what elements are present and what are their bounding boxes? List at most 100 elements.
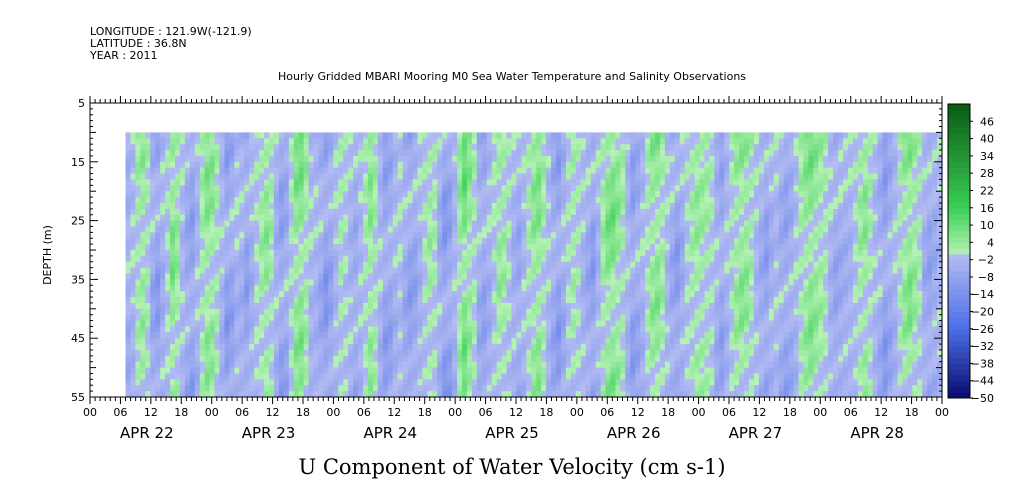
heatmap-cell <box>214 226 221 233</box>
heatmap-cell <box>140 291 146 298</box>
heatmap-cell <box>432 161 438 169</box>
heatmap-cell <box>155 379 161 386</box>
heatmap-cell <box>135 191 141 198</box>
heatmap-cell <box>575 349 582 357</box>
heatmap-cell <box>234 379 240 386</box>
heatmap-cell <box>447 285 453 292</box>
heatmap-cell <box>333 261 339 269</box>
heatmap-cell <box>264 355 270 363</box>
heatmap-cell <box>244 220 250 228</box>
heatmap-cell <box>565 320 572 328</box>
heatmap-cell <box>264 361 270 369</box>
heatmap-cell <box>229 355 235 363</box>
heatmap-cell <box>442 244 448 251</box>
heatmap-cell <box>264 238 270 245</box>
heatmap-cell <box>288 344 295 351</box>
heatmap-cell <box>422 314 428 322</box>
heatmap-cell <box>328 155 334 163</box>
heatmap-cell <box>491 208 498 216</box>
heatmap-cell <box>387 238 394 245</box>
heatmap-cell <box>363 391 369 398</box>
heatmap-cell <box>407 250 414 257</box>
heatmap-cell <box>160 250 166 257</box>
heatmap-cell <box>654 361 661 369</box>
heatmap-cell <box>605 355 612 363</box>
heatmap-cell <box>407 373 414 380</box>
heatmap-cell <box>654 138 661 145</box>
heatmap-cell <box>506 332 513 339</box>
heatmap-cell <box>204 179 211 186</box>
heatmap-cell <box>402 279 409 286</box>
heatmap-cell <box>269 167 275 175</box>
heatmap-cell <box>501 220 508 228</box>
heatmap-cell <box>521 361 527 369</box>
heatmap-cell <box>556 308 562 316</box>
heatmap-cell <box>303 391 310 398</box>
heatmap-cell <box>462 373 468 380</box>
heatmap-cell <box>580 308 587 316</box>
heatmap-cell <box>402 349 409 357</box>
heatmap-cell <box>348 185 354 192</box>
heatmap-cell <box>273 326 280 333</box>
heatmap-cell <box>551 191 557 198</box>
heatmap-cell <box>432 250 438 257</box>
heatmap-cell <box>160 273 166 280</box>
heatmap-cell <box>140 191 146 198</box>
heatmap-cell <box>288 144 295 151</box>
heatmap-cell <box>184 220 191 228</box>
heatmap-cell <box>610 202 616 210</box>
heatmap-cell <box>600 332 607 339</box>
heatmap-cell <box>125 291 132 298</box>
heatmap-cell <box>382 226 389 233</box>
heatmap-cell <box>363 132 369 139</box>
heatmap-cell <box>333 138 339 145</box>
heatmap-cell <box>283 302 290 310</box>
heatmap-cell <box>580 385 587 392</box>
heatmap-cell <box>293 132 300 139</box>
heatmap-cell <box>635 185 641 192</box>
heatmap-cell <box>531 261 537 269</box>
heatmap-cell <box>442 367 448 375</box>
heatmap-cell <box>650 338 656 345</box>
heatmap-cell <box>288 273 295 280</box>
heatmap-cell <box>442 297 448 304</box>
heatmap-cell <box>625 297 631 304</box>
heatmap-cell <box>546 344 552 351</box>
heatmap-cell <box>432 302 438 310</box>
heatmap-cell <box>442 320 448 328</box>
heatmap-cell <box>283 273 290 280</box>
heatmap-cell <box>466 355 473 363</box>
heatmap-cell <box>669 332 676 339</box>
heatmap-cell <box>645 391 651 398</box>
heatmap-cell <box>194 150 201 157</box>
heatmap-cell <box>293 220 300 228</box>
heatmap-cell <box>442 173 448 181</box>
heatmap-cell <box>348 144 354 151</box>
heatmap-cell <box>224 302 231 310</box>
heatmap-cell <box>551 302 557 310</box>
heatmap-cell <box>476 391 483 398</box>
heatmap-cell <box>363 208 369 216</box>
heatmap-cell <box>249 320 255 328</box>
heatmap-cell <box>447 267 453 275</box>
heatmap-cell <box>358 326 364 333</box>
heatmap-cell <box>447 332 453 339</box>
heatmap-cell <box>273 367 280 375</box>
heatmap-cell <box>536 355 542 363</box>
heatmap-cell <box>580 361 587 369</box>
heatmap-cell <box>273 279 280 286</box>
heatmap-cell <box>605 226 612 233</box>
heatmap-cell <box>318 326 325 333</box>
heatmap-cell <box>224 332 231 339</box>
heatmap-cell <box>640 367 646 375</box>
heatmap-cell <box>570 185 577 192</box>
heatmap-cell <box>323 273 329 280</box>
heatmap-cell <box>353 273 359 280</box>
heatmap-cell <box>363 214 369 222</box>
heatmap-cell <box>318 367 325 375</box>
heatmap-cell <box>224 285 231 292</box>
heatmap-cell <box>392 314 399 322</box>
heatmap-cell <box>259 244 265 251</box>
heatmap-cell <box>155 367 161 375</box>
heatmap-cell <box>179 138 186 145</box>
